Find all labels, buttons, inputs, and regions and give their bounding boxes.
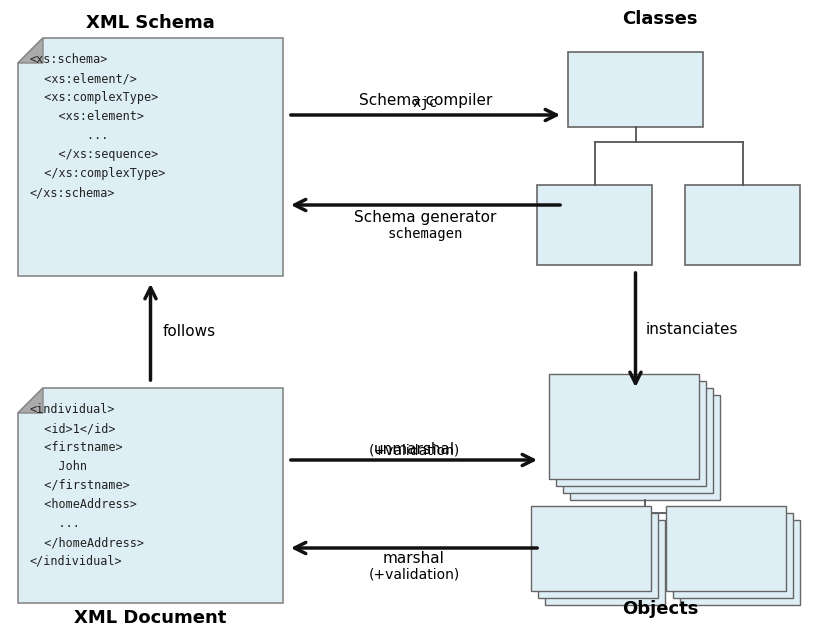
Bar — [673, 513, 793, 598]
Text: XML Schema: XML Schema — [86, 14, 215, 32]
Text: Schema generator: Schema generator — [354, 210, 497, 225]
Bar — [568, 52, 703, 127]
Bar — [680, 520, 800, 605]
Bar — [570, 395, 720, 500]
Text: (+validation): (+validation) — [369, 444, 460, 458]
Text: unmarshal: unmarshal — [374, 442, 454, 457]
Polygon shape — [18, 388, 283, 603]
Bar — [531, 506, 651, 591]
Text: <xs:schema>
  <xs:element/>
  <xs:complexType>
    <xs:element>
        ...
    : <xs:schema> <xs:element/> <xs:complexTyp… — [30, 53, 165, 199]
Text: schemagen: schemagen — [387, 227, 463, 241]
Bar — [538, 513, 658, 598]
Text: xjc: xjc — [413, 96, 438, 110]
Bar — [556, 381, 706, 486]
Text: <individual>
  <id>1</id>
  <firstname>
    John
  </firstname>
  <homeAddress>
: <individual> <id>1</id> <firstname> John… — [30, 403, 144, 568]
Text: follows: follows — [163, 325, 216, 340]
Text: marshal: marshal — [383, 551, 445, 566]
Text: Schema compiler: Schema compiler — [359, 93, 492, 108]
Text: (+validation): (+validation) — [369, 567, 460, 581]
Bar — [666, 506, 786, 591]
Text: Objects: Objects — [622, 600, 698, 618]
Bar — [545, 520, 665, 605]
Polygon shape — [18, 38, 43, 63]
Text: XML Document: XML Document — [74, 609, 226, 627]
Bar — [537, 185, 652, 265]
Polygon shape — [18, 38, 283, 276]
Bar — [563, 388, 713, 493]
Text: Classes: Classes — [622, 10, 698, 28]
Polygon shape — [18, 388, 43, 413]
Text: instanciates: instanciates — [646, 323, 738, 337]
Bar — [549, 374, 699, 479]
Bar — [685, 185, 800, 265]
